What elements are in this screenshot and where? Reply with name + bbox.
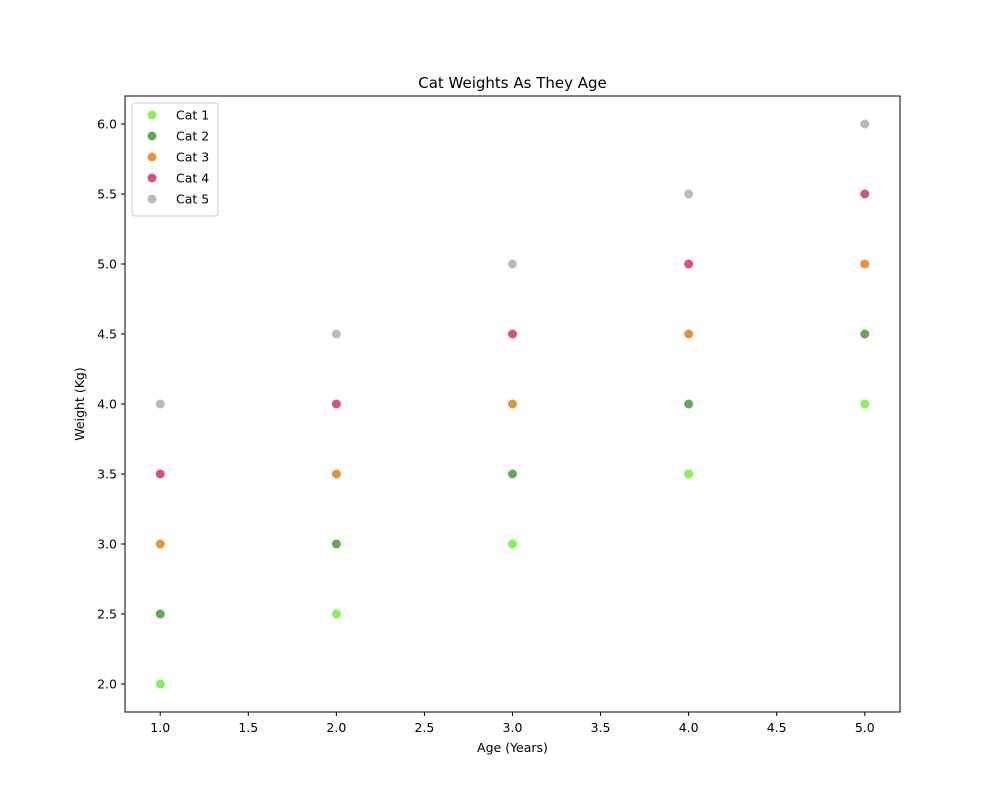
data-point bbox=[155, 399, 165, 409]
data-point bbox=[155, 609, 165, 619]
data-point bbox=[508, 539, 517, 549]
data-point bbox=[508, 259, 517, 269]
data-point bbox=[684, 399, 694, 409]
data-point bbox=[860, 329, 870, 339]
y-tick-label: 4.5 bbox=[97, 327, 117, 342]
legend-label: Cat 1 bbox=[176, 108, 209, 123]
data-point bbox=[508, 469, 517, 479]
x-tick-label: 2.5 bbox=[414, 720, 434, 735]
y-tick-label: 2.5 bbox=[97, 607, 117, 622]
x-tick-label: 4.5 bbox=[767, 720, 787, 735]
x-axis: 1.0 1.5 2.0 2.5 3.0 3.5 4.0 4.5 5.0 bbox=[150, 712, 875, 735]
data-point bbox=[331, 539, 341, 549]
x-axis-label: Age (Years) bbox=[477, 740, 548, 755]
x-tick-label: 4.0 bbox=[679, 720, 699, 735]
y-tick-label: 5.5 bbox=[97, 187, 117, 202]
data-point bbox=[860, 119, 870, 129]
data-point bbox=[684, 259, 694, 269]
y-tick-label: 3.5 bbox=[97, 467, 117, 482]
y-axis-label: Weight (Kg) bbox=[72, 367, 87, 440]
data-point bbox=[155, 469, 165, 479]
x-tick-label: 5.0 bbox=[855, 720, 875, 735]
x-tick-label: 3.0 bbox=[503, 720, 523, 735]
y-tick-label: 6.0 bbox=[97, 117, 117, 132]
y-tick-label: 4.0 bbox=[97, 397, 117, 412]
legend-marker bbox=[147, 194, 157, 204]
legend-label: Cat 3 bbox=[176, 150, 209, 165]
legend-label: Cat 2 bbox=[176, 129, 209, 144]
data-point bbox=[684, 469, 694, 479]
data-point bbox=[331, 329, 341, 339]
x-tick-label: 1.5 bbox=[238, 720, 258, 735]
y-axis: 2.0 2.5 3.0 3.5 4.0 4.5 5.0 5.5 6.0 bbox=[97, 117, 125, 692]
data-point bbox=[860, 189, 870, 199]
legend-label: Cat 5 bbox=[176, 192, 209, 207]
data-point bbox=[155, 679, 165, 689]
data-point bbox=[684, 329, 694, 339]
data-point bbox=[508, 329, 517, 339]
data-point bbox=[331, 399, 341, 409]
y-tick-label: 5.0 bbox=[97, 257, 117, 272]
data-point bbox=[684, 189, 694, 199]
legend-marker bbox=[147, 110, 157, 120]
legend: Cat 1 Cat 2 Cat 3 Cat 4 Cat 5 bbox=[131, 102, 219, 217]
legend-marker bbox=[147, 173, 157, 183]
data-point bbox=[860, 259, 870, 269]
legend-marker bbox=[147, 152, 157, 162]
legend-marker bbox=[147, 131, 157, 141]
legend-label: Cat 4 bbox=[176, 171, 209, 186]
data-point bbox=[155, 539, 165, 549]
data-point bbox=[860, 399, 870, 409]
data-point bbox=[508, 399, 517, 409]
chart-title: Cat Weights As They Age bbox=[418, 74, 607, 92]
y-tick-label: 2.0 bbox=[97, 677, 117, 692]
data-points bbox=[155, 119, 870, 689]
y-tick-label: 3.0 bbox=[97, 537, 117, 552]
data-point bbox=[331, 469, 341, 479]
x-tick-label: 3.5 bbox=[591, 720, 611, 735]
x-tick-label: 2.0 bbox=[326, 720, 346, 735]
x-tick-label: 1.0 bbox=[150, 720, 170, 735]
data-point bbox=[331, 609, 341, 619]
legend-box bbox=[131, 102, 219, 217]
